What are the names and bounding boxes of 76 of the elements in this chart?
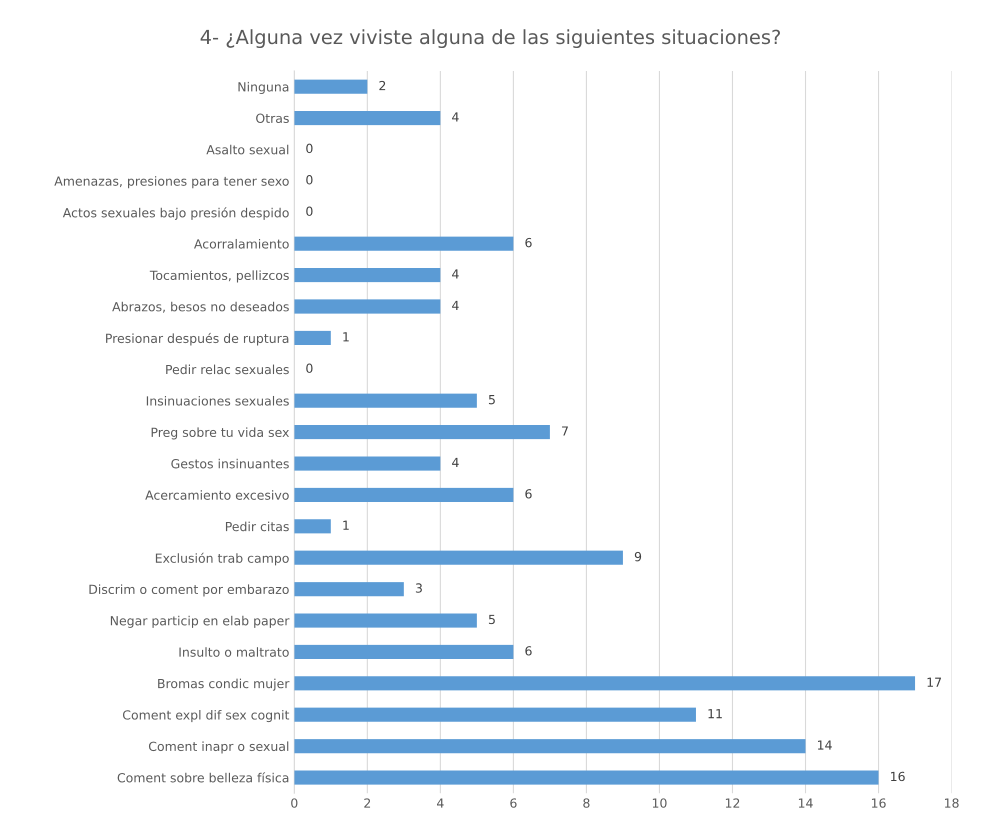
data-label: 0 bbox=[306, 144, 313, 154]
bar bbox=[294, 330, 331, 345]
y-tick-label: Bromas condic mujer bbox=[158, 678, 290, 691]
data-label: 9 bbox=[634, 552, 642, 562]
x-tick-label: 12 bbox=[726, 798, 740, 808]
data-label: 4 bbox=[452, 458, 459, 467]
y-tick-label: Asalto sexual bbox=[206, 144, 288, 154]
data-label: 0 bbox=[306, 363, 313, 373]
x-tick-label: 8 bbox=[583, 798, 590, 808]
bar bbox=[294, 739, 806, 754]
data-label: 0 bbox=[306, 175, 313, 185]
chart-title: 4- ¿Alguna vez viviste alguna de las siguientes situaciones? bbox=[200, 29, 780, 48]
y-tick-label: Coment sobre belleza física bbox=[118, 772, 288, 782]
data-label: 14 bbox=[818, 740, 832, 750]
bar bbox=[294, 425, 550, 440]
data-label: 5 bbox=[488, 614, 495, 624]
y-tick-label: Otras bbox=[256, 114, 289, 124]
bar bbox=[294, 644, 514, 659]
bar bbox=[294, 488, 514, 502]
data-label: 7 bbox=[562, 426, 568, 436]
bar bbox=[294, 519, 331, 534]
bar bbox=[294, 770, 879, 785]
bar bbox=[294, 111, 440, 126]
bar bbox=[294, 582, 404, 596]
y-tick-label: Negar particip en elab paper bbox=[110, 616, 290, 628]
bar bbox=[294, 299, 440, 314]
y-tick-label: Pedir relac sexuales bbox=[166, 364, 289, 374]
y-tick-label: Coment inapr o sexual bbox=[148, 741, 288, 754]
x-tick-label: 2 bbox=[364, 798, 370, 808]
y-tick-label: Presionar después de ruptura bbox=[106, 332, 288, 346]
y-tick-label: Actos sexuales bajo presión despido bbox=[62, 207, 289, 220]
data-label: 5 bbox=[488, 395, 495, 404]
y-tick-label: Acorralamiento bbox=[194, 238, 289, 249]
x-tick-label: 16 bbox=[872, 798, 886, 808]
x-tick-label: 14 bbox=[798, 798, 813, 808]
bar bbox=[294, 708, 696, 722]
data-label: 4 bbox=[452, 269, 459, 279]
y-tick-label: Gestos insinuantes bbox=[171, 458, 289, 468]
y-tick-label: Exclusión trab campo bbox=[156, 552, 289, 566]
y-tick-label: Insulto o maltrato bbox=[179, 647, 289, 657]
data-label: 17 bbox=[928, 678, 942, 687]
data-label: 3 bbox=[416, 583, 422, 593]
bar bbox=[294, 676, 916, 690]
data-label: 0 bbox=[306, 206, 313, 216]
data-label: 16 bbox=[891, 772, 905, 782]
y-tick-label: Abrazos, besos no deseados bbox=[112, 302, 289, 313]
y-tick-label: Tocamientos, pellizcos bbox=[150, 270, 289, 282]
x-tick-label: 0 bbox=[291, 798, 298, 808]
bar bbox=[294, 456, 440, 471]
x-tick-label: 4 bbox=[436, 798, 444, 808]
bar bbox=[294, 613, 477, 628]
bar bbox=[294, 80, 368, 94]
x-tick-label: 10 bbox=[652, 798, 667, 808]
y-tick-label: Insinuaciones sexuales bbox=[146, 396, 289, 406]
bar bbox=[294, 236, 514, 251]
data-label: 11 bbox=[708, 709, 722, 718]
y-tick-label: Preg sobre tu vida sex bbox=[152, 427, 290, 440]
bar bbox=[294, 268, 440, 282]
y-tick-label: Coment expl dif sex cognit bbox=[122, 710, 290, 722]
data-label: 1 bbox=[343, 520, 349, 530]
data-label: 6 bbox=[525, 646, 532, 656]
y-tick-label: Amenazas, presiones para tener sexo bbox=[54, 176, 289, 188]
x-tick-label: 6 bbox=[510, 798, 517, 808]
y-tick-label: Discrim o coment por embarazo bbox=[89, 584, 289, 596]
data-label: 1 bbox=[343, 332, 349, 342]
x-tick-label: 18 bbox=[944, 798, 959, 808]
y-tick-label: Acercamiento excesivo bbox=[145, 490, 289, 500]
bar bbox=[294, 550, 623, 565]
data-label: 4 bbox=[452, 300, 459, 310]
bar bbox=[294, 394, 477, 408]
data-label: 2 bbox=[379, 80, 386, 90]
data-label: 6 bbox=[525, 238, 532, 248]
data-label: 4 bbox=[452, 112, 459, 122]
y-tick-label: Pedir citas bbox=[226, 522, 289, 532]
data-label: 6 bbox=[525, 489, 532, 499]
y-tick-label: Ninguna bbox=[238, 82, 288, 94]
